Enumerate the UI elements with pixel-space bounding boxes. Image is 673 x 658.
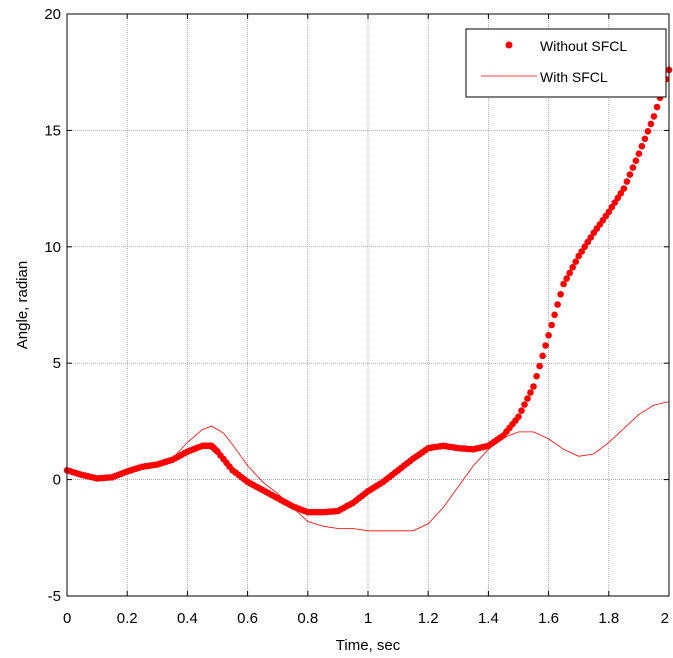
- data-point: [521, 401, 528, 408]
- data-point: [548, 321, 555, 329]
- data-point: [653, 103, 661, 111]
- data-point: [551, 311, 558, 319]
- x-axis-label: Time, sec: [336, 637, 401, 654]
- data-point: [566, 269, 573, 277]
- data-point: [542, 342, 549, 349]
- x-tick-label: 1.6: [538, 610, 559, 627]
- data-point: [527, 389, 534, 396]
- data-point: [641, 135, 649, 143]
- data-point: [635, 150, 643, 157]
- legend-marker-without-sfcl: [505, 41, 513, 49]
- legend: Without SFCL With SFCL: [465, 28, 667, 98]
- y-tick-label: 15: [44, 122, 61, 139]
- data-point: [638, 142, 646, 150]
- x-tick-label: 0.6: [237, 610, 258, 627]
- data-point: [569, 264, 576, 271]
- data-point: [647, 120, 655, 128]
- y-tick-label: 5: [53, 355, 61, 372]
- data-point: [554, 301, 561, 308]
- data-point: [560, 280, 567, 288]
- x-tick-label: 0.8: [297, 610, 318, 627]
- data-point: [539, 352, 546, 360]
- y-tick-label: 10: [44, 239, 61, 256]
- grid: [67, 14, 669, 596]
- data-point: [626, 171, 634, 178]
- series-markers-without-sfcl: [63, 66, 673, 516]
- data-point: [545, 332, 552, 339]
- y-tick-label: 20: [44, 6, 61, 23]
- data-point: [623, 178, 631, 185]
- legend-box: [465, 28, 667, 98]
- y-axis-label: Angle, radian: [14, 261, 31, 349]
- data-point: [629, 164, 637, 171]
- data-point: [620, 185, 628, 192]
- series-layer: [63, 66, 673, 532]
- x-tick-label: 1: [364, 610, 372, 627]
- data-point: [587, 234, 594, 241]
- data-point: [650, 113, 658, 120]
- y-tick-label: -5: [48, 588, 61, 605]
- data-point: [536, 362, 543, 370]
- x-tick-label: 2: [661, 610, 669, 627]
- ticks: [66, 13, 670, 597]
- data-point: [530, 383, 537, 390]
- x-tick-label: 0: [63, 610, 71, 627]
- data-point: [533, 372, 540, 380]
- data-point: [557, 291, 564, 298]
- data-point: [572, 258, 579, 266]
- x-tick-label: 1.2: [418, 610, 439, 627]
- x-tick-label: 1.4: [478, 610, 499, 627]
- data-point: [524, 395, 531, 402]
- data-point: [611, 199, 619, 206]
- legend-label-with-sfcl: With SFCL: [540, 69, 608, 85]
- data-point: [581, 243, 588, 251]
- y-tick-label: 0: [53, 472, 61, 489]
- data-point: [518, 407, 525, 415]
- data-point: [578, 248, 585, 255]
- data-point: [632, 157, 640, 164]
- data-point: [515, 413, 522, 421]
- series-line-with-sfcl: [66, 401, 670, 532]
- x-tick-label: 0.4: [177, 610, 198, 627]
- x-tick-label: 1.8: [598, 610, 619, 627]
- legend-label-without-sfcl: Without SFCL: [540, 38, 627, 54]
- x-tick-label: 0.2: [117, 610, 138, 627]
- data-point: [644, 128, 652, 135]
- data-point: [563, 275, 570, 282]
- data-point: [605, 208, 613, 216]
- data-point: [617, 190, 625, 197]
